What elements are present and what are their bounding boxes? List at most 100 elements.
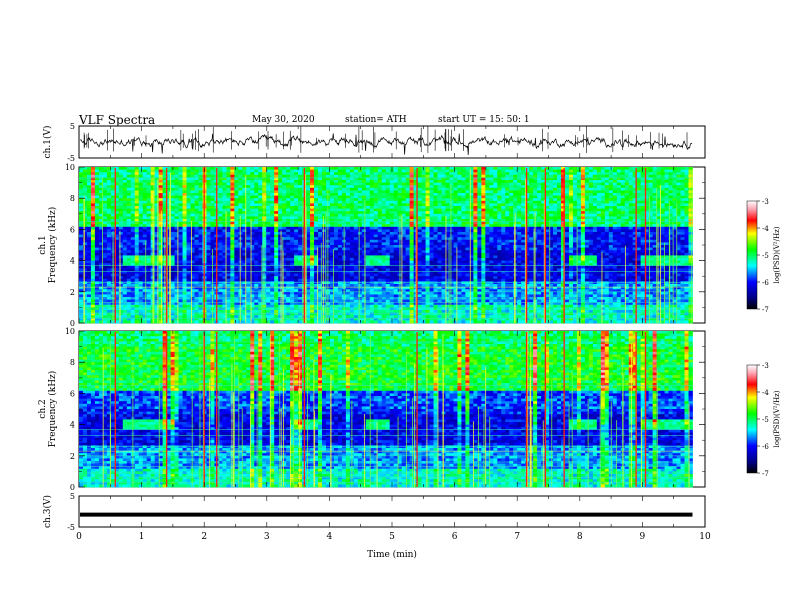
spectrogram-cell <box>130 289 136 293</box>
spectrogram-cell <box>110 224 116 228</box>
spectrogram-cell <box>210 203 215 207</box>
spectrogram-cell <box>82 193 88 196</box>
spectrogram-cell <box>94 258 100 261</box>
spectrogram-cell <box>278 286 283 290</box>
spectrogram-cell <box>349 317 355 321</box>
spectrogram-cell <box>314 289 319 293</box>
spectrogram-cell <box>381 242 387 246</box>
spectrogram-cell <box>106 299 112 303</box>
spectrogram-cell <box>98 299 104 303</box>
spectrogram-cell <box>238 211 243 215</box>
spectrogram-cell <box>341 208 347 212</box>
spectrogram-cell <box>401 250 407 254</box>
spectrogram-cell <box>278 208 283 212</box>
spectrogram-cell <box>154 260 160 264</box>
spectrogram-cell <box>238 195 243 199</box>
spectrogram-cell <box>306 224 311 228</box>
spectrogram-cell <box>90 180 96 183</box>
spectrogram-cell <box>190 200 195 204</box>
spectrogram-cell <box>274 247 279 251</box>
spectrogram-cell <box>361 289 367 293</box>
spectrogram-cell <box>98 263 104 267</box>
spectrogram-cell <box>234 190 239 194</box>
spectrogram-cell <box>322 278 327 282</box>
spectrogram-cell <box>401 312 407 316</box>
spectrogram-cell <box>106 273 112 277</box>
spectrogram-cell <box>86 206 92 209</box>
spectrogram-cell <box>373 219 379 222</box>
spectrogram-cell <box>322 219 327 222</box>
spectrogram-cell <box>385 169 391 173</box>
spectrogram-cell <box>226 200 231 204</box>
spectrogram-cell <box>182 198 187 202</box>
spectrogram-cell <box>298 195 303 199</box>
spectrogram-cell <box>134 304 140 308</box>
spectrogram-cell <box>174 167 179 170</box>
spectrogram-cell <box>318 221 323 225</box>
spectrogram-cell <box>186 198 191 202</box>
spectrogram-cell <box>126 167 132 170</box>
spectrogram-cell <box>401 294 407 298</box>
spectrogram-cell <box>365 239 371 243</box>
spectrogram-cell <box>79 273 84 277</box>
spectrogram-cell <box>349 260 355 264</box>
spectrogram-cell <box>385 180 391 183</box>
spectrogram-cell <box>298 245 303 248</box>
spectrogram-cell <box>298 239 303 243</box>
spectrogram-cell <box>190 187 195 191</box>
spectrogram-cell <box>186 195 191 199</box>
spectrogram-cell <box>397 190 403 194</box>
spectrogram-cell <box>126 234 132 238</box>
spectrogram-cell <box>174 304 179 308</box>
spectrogram-cell <box>198 167 203 170</box>
spectrogram-cell <box>230 177 235 181</box>
spectrogram-cell <box>294 213 299 217</box>
spectrogram-cell <box>134 247 140 251</box>
spectrogram-cell <box>246 226 251 230</box>
spectrogram-cell <box>298 167 303 170</box>
spectrogram-cell <box>166 265 172 269</box>
spectrogram-cell <box>385 320 391 324</box>
spectrogram-cell <box>142 200 148 204</box>
spectrogram-cell <box>158 200 164 204</box>
spectrogram-cell <box>290 198 295 202</box>
spectrogram-cell <box>270 221 275 225</box>
spectrogram-cell <box>361 203 367 207</box>
spectrogram-cell <box>222 167 227 170</box>
spectrogram-cell <box>353 229 359 233</box>
spectrogram-cell <box>146 284 152 287</box>
spectrogram-cell <box>90 234 96 238</box>
spectrogram-cell <box>246 299 251 303</box>
spectrogram-cell <box>254 289 259 293</box>
spectrogram-cell <box>306 278 311 282</box>
spectrogram-cell <box>341 221 347 225</box>
spectrogram-cell <box>206 185 211 189</box>
spectrogram-cell <box>254 304 259 308</box>
spectrogram-cell <box>270 200 275 204</box>
spectrogram-cell <box>82 260 88 264</box>
spectrogram-cell <box>246 182 251 186</box>
spectrogram-cell <box>118 304 124 308</box>
spectrogram-cell <box>158 239 164 243</box>
spectrogram-cell <box>345 281 351 285</box>
spectrogram-cell <box>86 174 92 178</box>
spectrogram-cell <box>365 208 371 212</box>
spectrogram-cell <box>353 224 359 228</box>
spectrogram-cell <box>246 198 251 202</box>
spectrogram-cell <box>361 219 367 222</box>
spectrogram-cell <box>341 169 347 173</box>
spectrogram-cell <box>329 190 335 194</box>
spectrogram-cell <box>310 312 315 316</box>
spectrogram-cell <box>234 242 239 246</box>
spectrogram-cell <box>114 247 120 251</box>
spectrogram-cell <box>154 317 160 321</box>
spectrogram-cell <box>278 239 283 243</box>
spectrogram-cell <box>393 315 399 319</box>
spectrogram-cell <box>381 276 387 280</box>
spectrogram-cell <box>250 226 255 230</box>
spectrogram-cell <box>198 291 203 295</box>
spectrogram-cell <box>138 250 144 254</box>
spectrogram-cell <box>373 317 379 321</box>
spectrogram-cell <box>333 213 339 217</box>
spectrogram-cell <box>178 299 183 303</box>
